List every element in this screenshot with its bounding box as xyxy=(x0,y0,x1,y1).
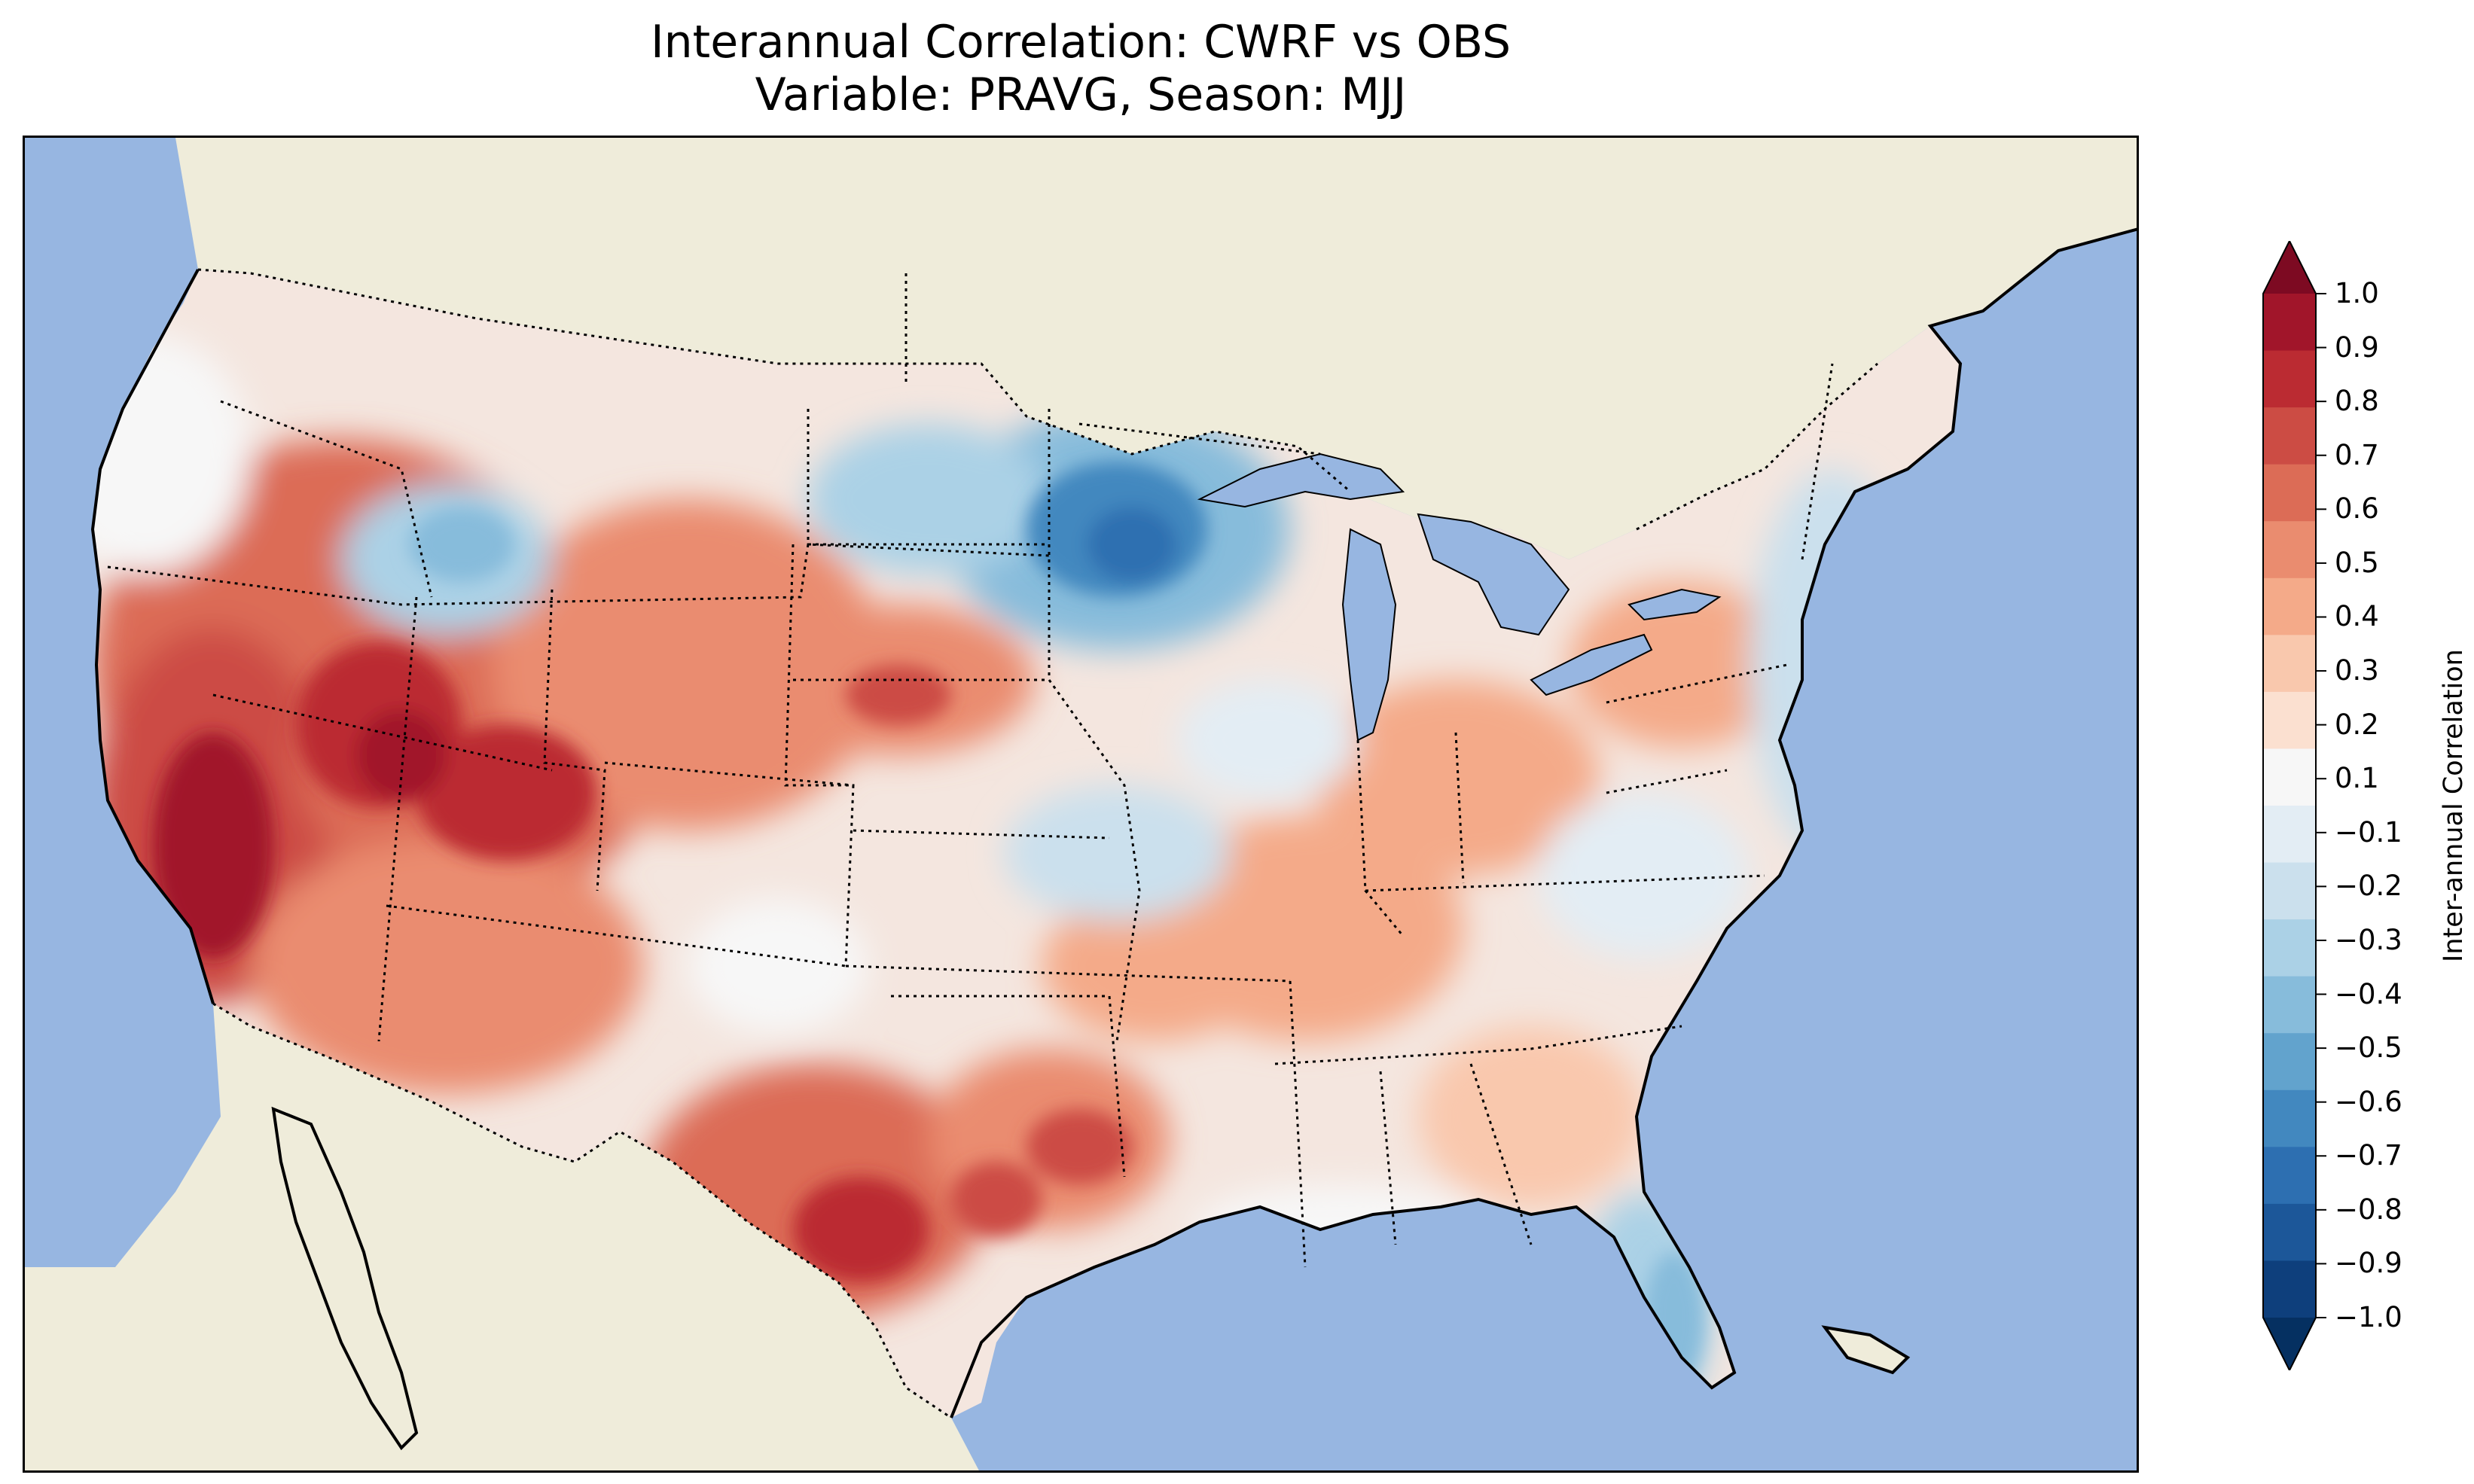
colorbar-tick-label: 1.0 xyxy=(2335,277,2379,309)
colorbar-band xyxy=(2263,1260,2316,1318)
colorbar-tick-label: 0.3 xyxy=(2335,654,2379,687)
colorbar-tick-label: −0.2 xyxy=(2335,870,2402,903)
cuba-island xyxy=(1821,1325,1911,1375)
colorbar-band xyxy=(2263,806,2316,864)
colorbar-band xyxy=(2263,464,2316,522)
canada-land xyxy=(25,138,2137,559)
colorbar-tick-label: −0.6 xyxy=(2335,1085,2402,1118)
colorbar-band xyxy=(2263,350,2316,408)
state-borders xyxy=(107,273,1834,1268)
colorbar-band xyxy=(2263,521,2316,579)
colorbar-tick-label: 0.1 xyxy=(2335,762,2379,795)
colorbar-tick-label: 0.2 xyxy=(2335,708,2379,741)
lake-huron xyxy=(1417,513,1570,636)
colorbar-band xyxy=(2263,407,2316,465)
colorbar-extend-top xyxy=(2263,241,2316,294)
coastline xyxy=(90,227,2137,1418)
great-lakes xyxy=(1197,453,1722,742)
colorbar-band xyxy=(2263,577,2316,635)
colorbar-band xyxy=(2263,748,2316,806)
colorbar-band xyxy=(2263,1203,2316,1261)
lake-michigan xyxy=(1341,528,1397,742)
colorbar-extend-bottom xyxy=(2263,1318,2316,1370)
lake-erie xyxy=(1530,633,1653,696)
map-panel xyxy=(23,136,2139,1473)
lake-superior xyxy=(1197,453,1405,508)
baja-peninsula xyxy=(271,1106,419,1451)
international-border xyxy=(197,268,1878,1419)
colorbar-tick-label: −0.3 xyxy=(2335,923,2402,956)
colorbar-bar xyxy=(2262,241,2326,1370)
colorbar-tick-label: −0.1 xyxy=(2335,815,2402,849)
colorbar-tick-label: 0.9 xyxy=(2335,331,2379,364)
colorbar-tick-label: −0.5 xyxy=(2335,1031,2402,1065)
colorbar-tick-label: −0.4 xyxy=(2335,977,2402,1010)
lake-ontario xyxy=(1627,588,1722,621)
colorbar-band xyxy=(2263,1147,2316,1205)
colorbar-band xyxy=(2263,691,2316,749)
colorbar-tick-label: 0.5 xyxy=(2335,546,2379,579)
colorbar-band xyxy=(2263,976,2316,1034)
chart-title-line2: Variable: PRAVG, Season: MJJ xyxy=(755,69,1407,121)
colorbar-tick-label: 0.7 xyxy=(2335,438,2379,471)
colorbar-band xyxy=(2263,1033,2316,1091)
colorbar-tick-label: −0.8 xyxy=(2335,1193,2402,1226)
colorbar-band xyxy=(2263,862,2316,920)
colorbar-band xyxy=(2263,294,2316,352)
colorbar-tick-label: 0.4 xyxy=(2335,600,2379,633)
colorbar-band xyxy=(2263,1089,2316,1147)
colorbar-tick-label: 0.6 xyxy=(2335,492,2379,526)
colorbar-tick-label: −0.7 xyxy=(2335,1139,2402,1172)
colorbar-band xyxy=(2263,919,2316,977)
chart-title-line1: Interannual Correlation: CWRF vs OBS xyxy=(650,16,1512,69)
colorbar-label: Inter-annual Correlation xyxy=(2439,649,2469,962)
colorbar-band xyxy=(2263,635,2316,693)
map-canvas xyxy=(25,138,2137,1470)
colorbar xyxy=(2252,241,2372,1370)
colorbar-tick-label: 0.8 xyxy=(2335,385,2379,418)
land-layer xyxy=(25,138,2137,1470)
colorbar-tick-label: −0.9 xyxy=(2335,1247,2402,1280)
colorbar-tick-label: −1.0 xyxy=(2335,1301,2402,1333)
mexico-land xyxy=(25,1004,979,1470)
